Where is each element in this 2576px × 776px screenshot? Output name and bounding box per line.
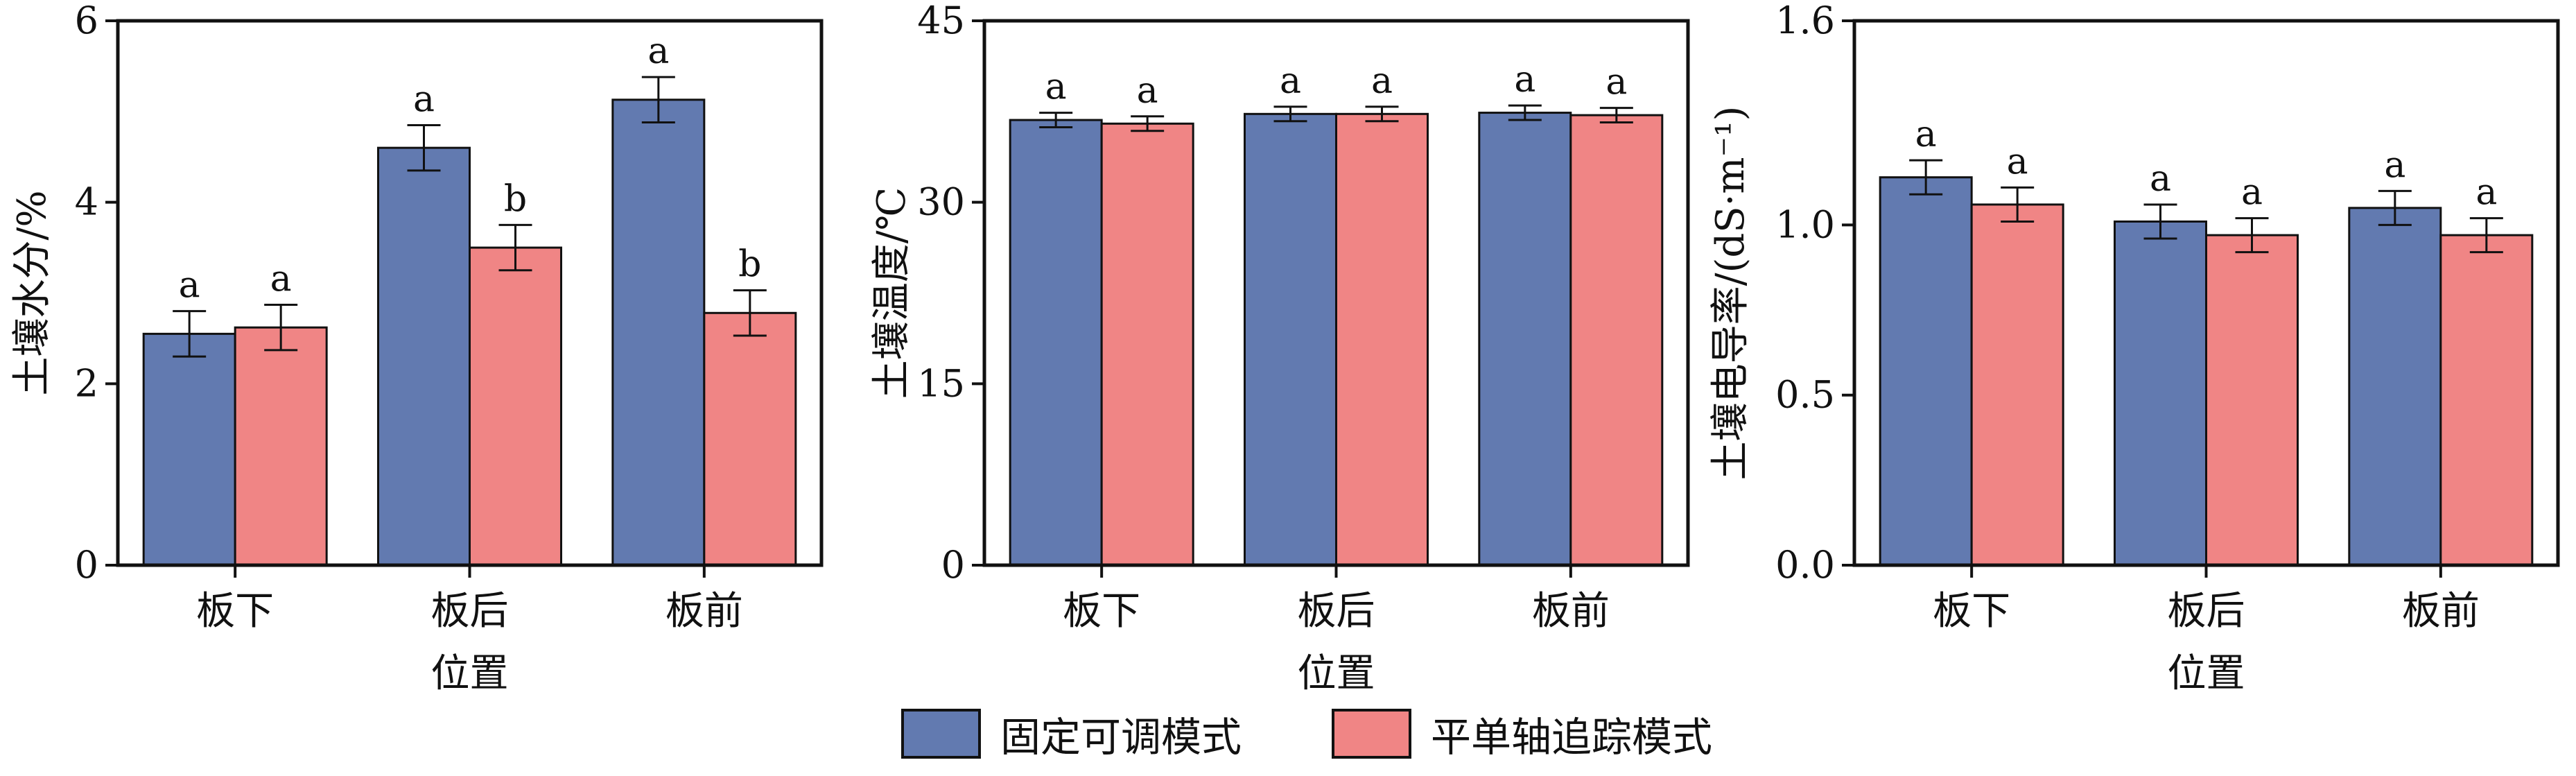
panel-1-bar (234, 326, 328, 567)
panel-1-x-axis-title: 位置 (431, 651, 509, 693)
panel-2-ytick-label: 15 (917, 361, 965, 405)
panel-3-bar (1970, 203, 2064, 567)
panel-1-y-axis-title: 土壤水分/% (10, 190, 55, 395)
panel-2-ytick-label: 0 (941, 543, 965, 587)
panel-3-ytick-label: 0.5 (1775, 373, 1835, 417)
panel-2-significance-letter: a (1045, 67, 1067, 108)
panel-3-xtick-label: 板前 (2402, 589, 2480, 634)
panel-1-ytick-label: 2 (75, 361, 98, 405)
panel-2-bar (1569, 114, 1664, 567)
panel-1-ytick-label: 4 (75, 180, 98, 224)
panel-1-ytick-label: 6 (75, 0, 98, 42)
panel-3-xtick-label: 板下 (1933, 589, 2010, 634)
panel-2-x-axis-title: 位置 (1298, 651, 1375, 693)
panel-2-bar (1478, 112, 1572, 567)
panel-1-significance-letter: b (504, 178, 527, 220)
panel-3-ytick-label: 0.0 (1775, 543, 1835, 587)
panel-3-significance-letter: a (2475, 172, 2497, 214)
panel-1-xtick-label: 板下 (196, 589, 274, 634)
panel-3-xtick-label: 板后 (2168, 589, 2245, 634)
legend-item-fixed: 固定可调模式 (901, 705, 1242, 763)
panel-2-significance-letter: a (1137, 70, 1158, 112)
panel-3-significance-letter: a (2007, 141, 2028, 182)
panel-1-bar (703, 311, 797, 567)
panel-1-plot-frame (116, 19, 824, 567)
legend-swatch-fixed (901, 709, 981, 759)
panel-1-significance-letter: a (413, 78, 435, 120)
legend-label-fixed: 固定可调模式 (1000, 714, 1242, 761)
panel-2-significance-letter: a (1514, 59, 1535, 101)
panel-2-bar (1244, 112, 1337, 567)
panel-3-significance-letter: a (2150, 158, 2171, 200)
legend: 固定可调模式 平单轴追踪模式 (901, 705, 1802, 763)
panel-1-bar (377, 146, 471, 567)
panel-2-xtick-label: 板下 (1063, 589, 1140, 634)
panel-2-plot-frame (982, 19, 1690, 567)
panel-3-significance-letter: a (2241, 172, 2263, 214)
panel-3-bar (2439, 234, 2534, 567)
panel-1-significance-letter: b (738, 244, 761, 286)
panel-2-bar (1009, 119, 1103, 567)
panel-3-significance-letter: a (1915, 114, 1937, 155)
panel-3-x-axis-title: 位置 (2168, 651, 2245, 693)
panel-3-bar (2205, 234, 2299, 567)
panel-2-xtick-label: 板后 (1298, 589, 1375, 634)
panel-1-significance-letter: a (270, 259, 292, 300)
panel-3-bar (2114, 220, 2207, 567)
panel-1-significance-letter: a (647, 31, 669, 72)
panel-3-significance-letter: a (2384, 144, 2405, 186)
panel-2-ytick-label: 45 (917, 0, 965, 42)
panel-2-bar (1100, 122, 1194, 567)
panel-1-bar (469, 246, 562, 567)
panel-3-bar (2348, 207, 2442, 567)
panel-1-significance-letter: a (179, 265, 200, 307)
legend-swatch-tracking (1332, 709, 1412, 759)
panel-1-ytick-label: 0 (75, 543, 98, 587)
panel-2-y-axis-title: 土壤温度/℃ (869, 187, 914, 399)
panel-2-bar (1335, 112, 1429, 567)
panel-1-xtick-label: 板后 (431, 589, 509, 634)
panel-1-bar (611, 98, 706, 567)
panel-3-ytick-label: 1.6 (1775, 0, 1835, 42)
legend-item-tracking: 平单轴追踪模式 (1332, 705, 1712, 763)
panel-2-significance-letter: a (1280, 60, 1301, 102)
panel-1-xtick-label: 板前 (665, 589, 743, 634)
panel-3-bar (1879, 176, 1973, 567)
panel-2-significance-letter: a (1371, 60, 1393, 102)
panel-3-plot-frame (1852, 19, 2560, 567)
panel-3-y-axis-title: 土壤电导率/(dS·m⁻¹) (1708, 106, 1753, 481)
panel-3-ytick-label: 1.0 (1775, 202, 1835, 246)
legend-label-tracking: 平单轴追踪模式 (1431, 714, 1713, 761)
panel-2-significance-letter: a (1605, 62, 1627, 103)
panel-2-ytick-label: 30 (917, 180, 965, 224)
panel-1-bar (142, 332, 236, 567)
panel-2-xtick-label: 板前 (1532, 589, 1610, 634)
